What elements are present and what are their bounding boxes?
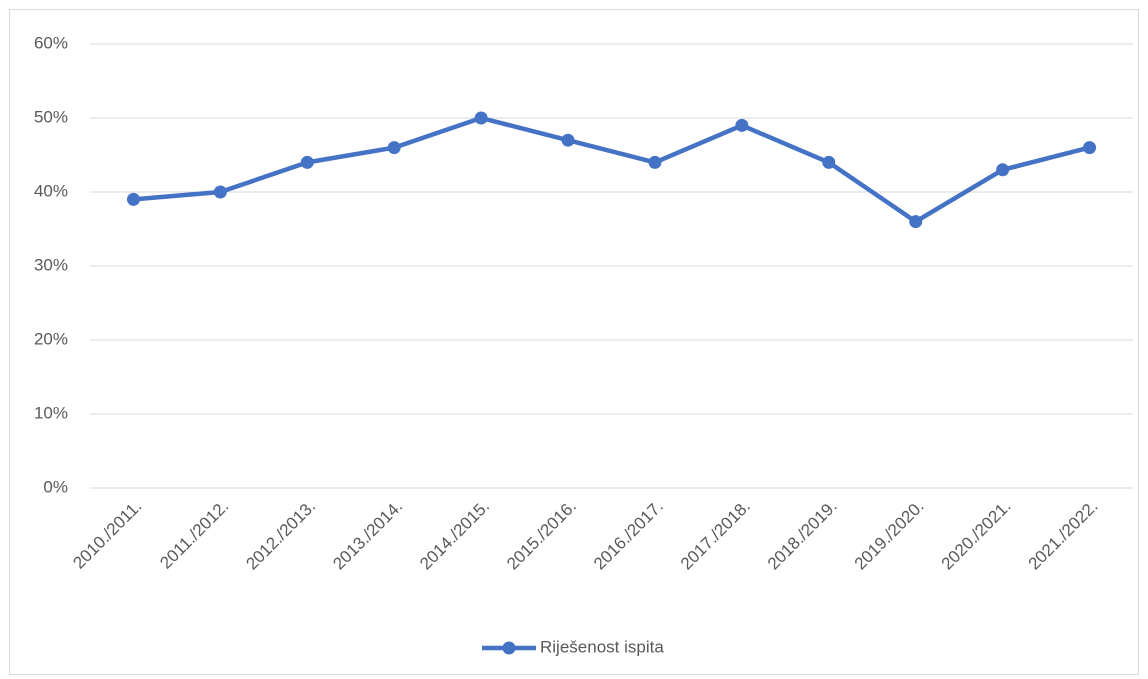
- y-tick-label: 50%: [34, 107, 68, 126]
- y-tick-label: 0%: [43, 477, 68, 496]
- data-point: [561, 133, 575, 147]
- data-point: [300, 155, 314, 169]
- legend-marker: [502, 641, 516, 655]
- y-tick-label: 40%: [34, 181, 68, 200]
- y-tick-label: 60%: [34, 33, 68, 52]
- data-point: [996, 163, 1010, 177]
- data-point: [822, 155, 836, 169]
- y-tick-label: 30%: [34, 255, 68, 274]
- data-point: [387, 141, 401, 155]
- data-point: [126, 192, 140, 206]
- data-point: [648, 155, 662, 169]
- data-point: [909, 215, 923, 229]
- legend-label: Riješenost ispita: [540, 637, 664, 656]
- data-point: [1083, 141, 1097, 155]
- data-point: [474, 111, 488, 125]
- y-tick-label: 20%: [34, 329, 68, 348]
- chart-border: [9, 9, 1139, 675]
- y-tick-label: 10%: [34, 403, 68, 422]
- data-point: [735, 118, 749, 132]
- data-line: [133, 115, 1091, 224]
- data-point: [213, 185, 227, 199]
